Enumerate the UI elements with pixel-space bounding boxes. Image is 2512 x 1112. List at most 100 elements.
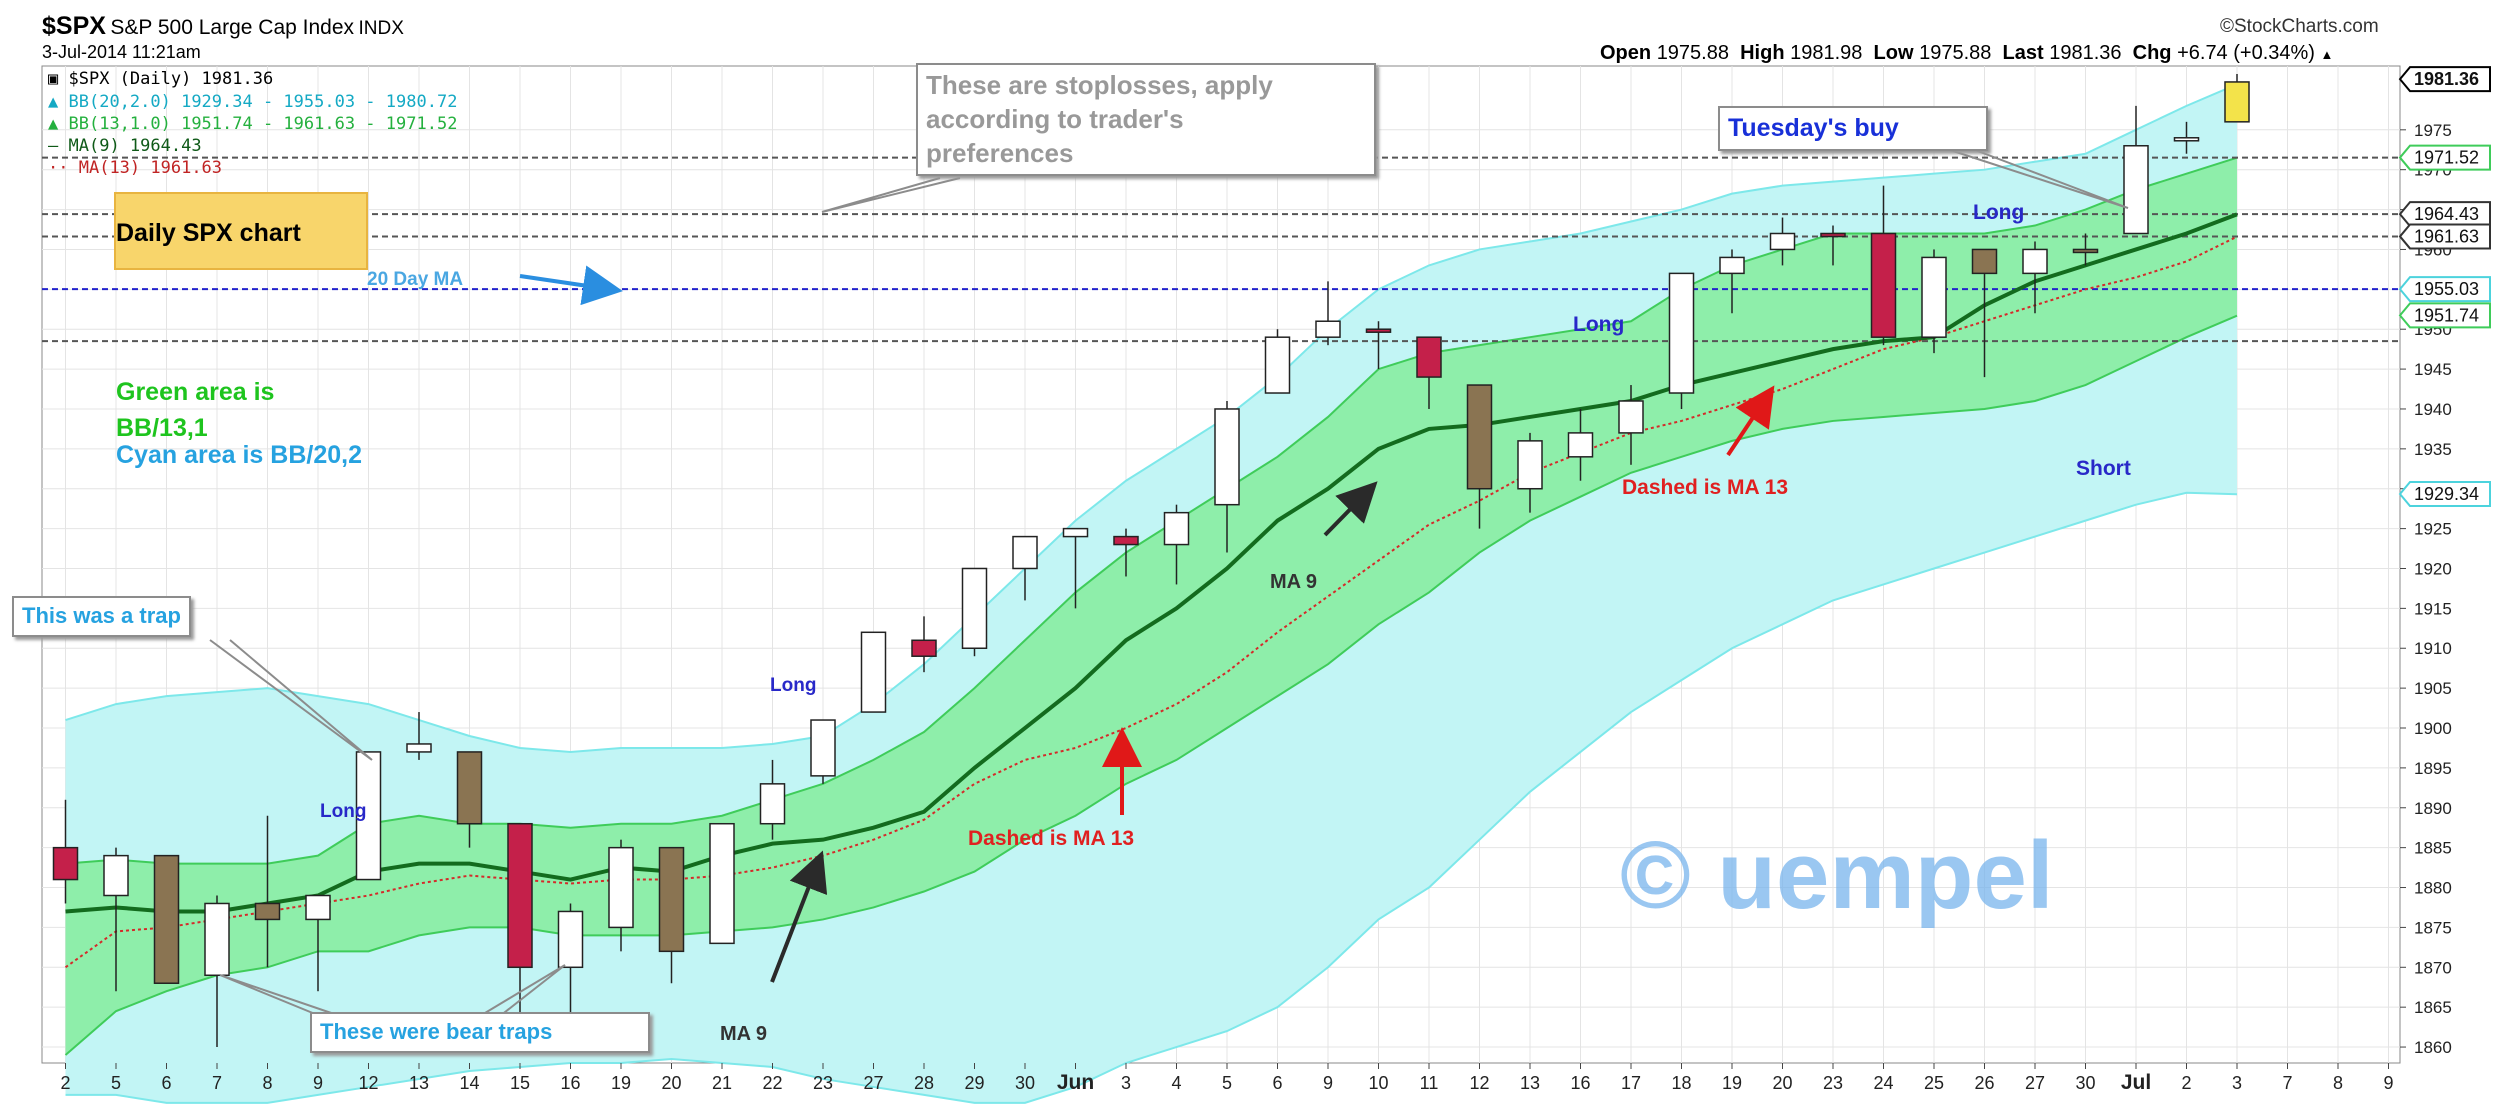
candle-body <box>2022 248 2048 275</box>
x-tick-label: 6 <box>161 1073 171 1093</box>
candle-body <box>254 902 281 921</box>
candle <box>1567 408 1594 481</box>
candle-body <box>1466 384 1493 490</box>
brand-stockcharts: ©StockCharts.com <box>2220 16 2379 37</box>
x-tick-label: 26 <box>1974 1073 1994 1093</box>
last-label: Last <box>2002 42 2044 64</box>
x-tick-label: 19 <box>611 1073 631 1093</box>
low-value: 1975.88 <box>1919 42 1992 64</box>
candle-body <box>204 902 230 977</box>
symbol: $SPX <box>42 12 106 40</box>
x-axis: 2 5 6 7 8 9 12 13 14 15 16 19 20 21 22 23 27 28 29 30 Jun 3 4 5… <box>60 1063 2394 1094</box>
y-tick-label: 1880 <box>2414 879 2452 898</box>
x-tick-label: 8 <box>2333 1073 2343 1093</box>
candle-body <box>1870 232 1897 338</box>
high-label: High <box>1740 42 1785 64</box>
x-tick-label: 21 <box>712 1073 732 1093</box>
ma20-arrow <box>519 265 623 306</box>
candle <box>1264 329 1291 394</box>
price-tag-box <box>2398 302 2491 329</box>
last-value: 1981.36 <box>2049 42 2122 64</box>
candle <box>1870 185 1897 346</box>
x-tick-label: 2 <box>2181 1073 2191 1093</box>
candle <box>2173 121 2200 154</box>
candle <box>1769 217 1796 266</box>
x-tick-label: 6 <box>1272 1073 1282 1093</box>
candle-body <box>507 822 533 969</box>
bb20-band-lower <box>65 491 2238 1104</box>
candle <box>1163 504 1190 585</box>
price-tag: 1955.03 <box>2398 276 2491 303</box>
price-tag-box <box>2398 201 2491 228</box>
x-tick-label: 27 <box>863 1073 883 1093</box>
x-tick-label: 13 <box>1520 1073 1540 1093</box>
x-tick-label: 24 <box>1873 1073 1893 1093</box>
y-tick-label: 1945 <box>2414 360 2452 379</box>
price-tag-box <box>2398 223 2491 250</box>
candle <box>1365 321 1392 370</box>
x-tick-label: 2 <box>60 1073 70 1093</box>
candle <box>709 822 735 945</box>
candle <box>608 839 634 952</box>
candle-body <box>1365 328 1392 333</box>
x-tick-label: 7 <box>2282 1073 2292 1093</box>
candle-body <box>2224 81 2250 123</box>
x-tick-label: 17 <box>1621 1073 1641 1093</box>
long-label-4: Long <box>1973 201 2025 224</box>
x-tick-label: 22 <box>762 1073 782 1093</box>
dashed-line-icon: ·· <box>48 158 69 178</box>
candle <box>2022 241 2048 314</box>
x-tick-label: 28 <box>914 1073 934 1093</box>
legend-ma9-text: MA(9) 1964.43 <box>68 136 202 156</box>
candle <box>153 854 180 984</box>
x-tick-label: 9 <box>313 1073 323 1093</box>
candle-body <box>1668 272 1695 394</box>
y-tick-label: 1905 <box>2414 679 2452 698</box>
index-name: S&P 500 Large Cap Index <box>110 16 355 39</box>
candle-body <box>1163 511 1190 546</box>
candle-body <box>1315 320 1341 338</box>
x-tick-label: 5 <box>111 1073 121 1093</box>
band-icon: ▲ <box>48 114 59 134</box>
legend-ma13-text: MA(13) 1961.63 <box>78 158 223 178</box>
tuesday-leader <box>1949 149 2129 209</box>
candle-body <box>759 783 786 825</box>
legend-bb20-text: BB(20,2.0) 1929.34 - 1955.03 - 1980.72 <box>68 92 458 112</box>
candle-body <box>810 719 836 777</box>
x-tick-label: 30 <box>1015 1073 1035 1093</box>
chg-value: +6.74 (+0.34%) <box>2177 42 2315 64</box>
candle <box>2072 233 2099 266</box>
ma13-label-1: Dashed is MA 13 <box>968 827 1135 850</box>
candle <box>1113 528 1139 577</box>
candle-body <box>2123 145 2149 235</box>
candle <box>2224 73 2250 123</box>
candle <box>1668 272 1695 409</box>
candle <box>1466 384 1493 529</box>
candle <box>1618 385 1644 465</box>
price-tag: 1951.74 <box>2398 302 2491 329</box>
candle-body <box>1719 256 1745 275</box>
candle-body <box>709 822 735 945</box>
x-tick-label: Jun <box>1057 1071 1094 1094</box>
y-tick-label: 1935 <box>2414 440 2452 459</box>
price-tag-box <box>2398 276 2491 303</box>
price-tag-label: 1961.63 <box>2414 226 2479 246</box>
candle <box>1820 225 1846 266</box>
x-tick-label: 9 <box>1323 1073 1333 1093</box>
price-tag-label: 1964.43 <box>2414 204 2479 224</box>
x-tick-label: 23 <box>813 1073 833 1093</box>
candle <box>658 846 685 984</box>
x-tick-label: 10 <box>1368 1073 1388 1093</box>
candle-body <box>1971 248 1998 275</box>
ma9-line <box>65 212 2238 914</box>
price-tag-label: 1955.03 <box>2414 279 2479 299</box>
y-tick-label: 1870 <box>2414 958 2452 977</box>
candle-body <box>406 743 432 753</box>
exchange: INDX <box>358 18 404 39</box>
x-tick-label: 7 <box>212 1073 222 1093</box>
chg-label: Chg <box>2132 42 2172 64</box>
candle <box>52 799 79 904</box>
candle-body <box>153 854 180 984</box>
y-tick-label: 1910 <box>2414 639 2452 658</box>
